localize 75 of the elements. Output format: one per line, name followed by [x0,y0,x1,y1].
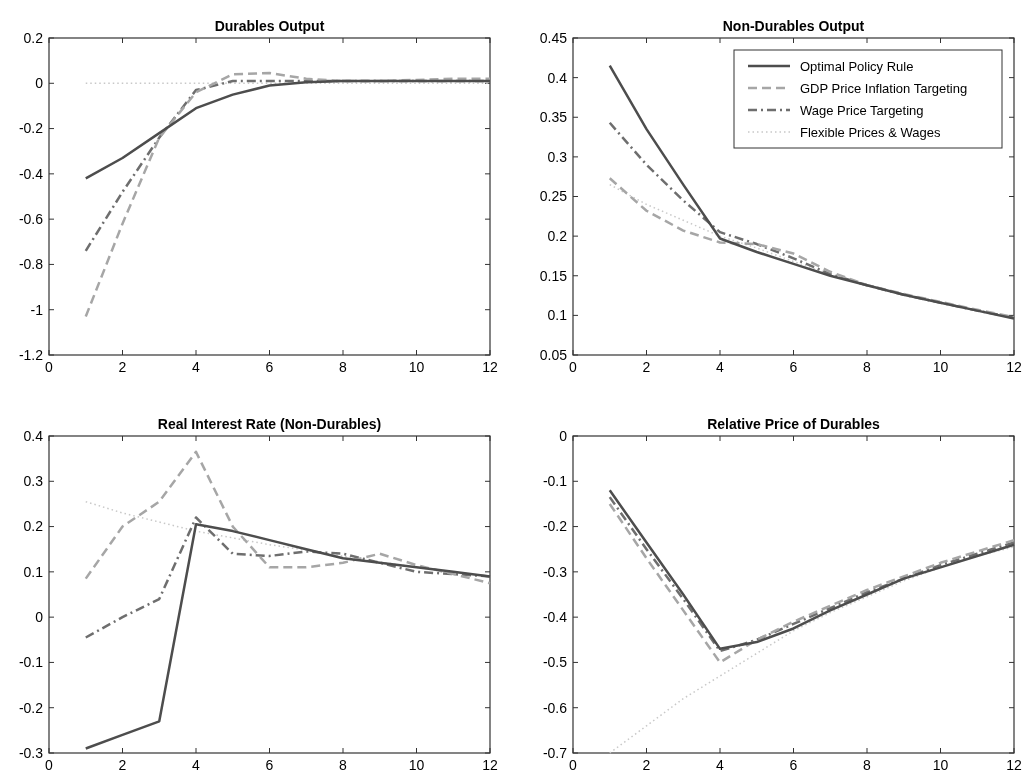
y-tick-label: 0.2 [23,29,44,46]
y-tick-label: -1.2 [18,346,44,363]
x-tick-label: 6 [265,757,274,773]
y-tick-label: 0.4 [23,427,44,444]
y-tick-label: 0.3 [547,148,568,165]
x-tick-label: 6 [789,757,798,773]
x-tick-label: 10 [932,757,949,773]
x-tick-label: 10 [408,757,425,773]
x-tick-label: 6 [265,359,274,375]
y-tick-label: 0 [35,75,44,92]
x-tick-label: 0 [569,359,578,375]
y-tick-label: -0.4 [542,609,568,626]
line-series [608,64,1016,320]
x-tick-label: 2 [642,757,651,773]
legend-label: Optimal Policy Rule [800,58,914,74]
x-tick-label: 4 [716,359,725,375]
y-tick-label: 0.4 [547,69,568,86]
y-tick-label: -0.2 [18,120,44,137]
legend-label: Flexible Prices & Wages [800,124,941,140]
chart-title: Relative Price of Durables [707,416,881,432]
x-tick-label: 8 [863,757,872,773]
y-tick-label: -0.4 [18,165,44,182]
x-tick-label: 6 [789,359,798,375]
chart-title: Durables Output [214,18,325,34]
line-series [84,71,492,318]
y-tick-label: 0.1 [23,563,44,580]
legend-label: Wage Price Targeting [800,102,924,118]
x-tick-label: 2 [642,359,651,375]
line-series [84,450,492,585]
legend-label: GDP Price Inflation Targeting [800,80,968,96]
x-tick-label: 12 [1006,359,1022,375]
y-tick-label: 0.05 [539,346,568,363]
x-tick-label: 12 [1006,757,1022,773]
y-tick-label: -0.8 [18,256,44,273]
y-tick-label: -0.3 [542,563,568,580]
x-tick-label: 0 [45,757,54,773]
y-tick-label: -0.6 [18,211,44,228]
line-series [84,79,492,180]
x-tick-label: 8 [339,757,348,773]
y-tick-label: 0.15 [539,267,568,284]
y-tick-label: 0 [35,609,44,626]
chart-title: Real Interest Rate (Non-Durables) [157,416,382,432]
x-tick-label: 12 [482,359,498,375]
y-tick-label: -0.6 [542,699,568,716]
x-tick-label: 4 [192,757,201,773]
y-tick-label: 0.2 [23,518,44,535]
x-tick-label: 8 [339,359,348,375]
y-tick-label: -0.7 [542,744,568,761]
y-tick-label: 0.25 [539,188,568,205]
y-tick-label: -0.1 [18,654,44,671]
x-tick-label: 4 [192,359,201,375]
x-tick-label: 8 [863,359,872,375]
y-tick-label: 0.1 [547,307,568,324]
x-tick-label: 4 [716,757,725,773]
y-tick-label: -0.3 [18,744,44,761]
y-tick-label: -1 [30,301,44,318]
line-series [84,516,492,639]
y-tick-label: -0.5 [542,654,568,671]
x-tick-label: 2 [118,359,127,375]
chart-title: Non-Durables Output [722,18,865,34]
y-tick-label: 0.2 [547,228,568,245]
x-tick-label: 0 [45,359,54,375]
x-tick-label: 12 [482,757,498,773]
x-tick-label: 2 [118,757,127,773]
x-tick-label: 10 [408,359,425,375]
y-tick-label: 0.35 [539,109,568,126]
y-tick-label: 0.3 [23,473,44,490]
y-tick-label: 0.45 [539,29,568,46]
y-tick-label: -0.2 [542,518,568,535]
x-tick-label: 0 [569,757,578,773]
x-tick-label: 10 [932,359,949,375]
y-tick-label: -0.2 [18,699,44,716]
line-series [84,523,492,750]
y-tick-label: 0 [559,427,568,444]
y-tick-label: -0.1 [542,473,568,490]
